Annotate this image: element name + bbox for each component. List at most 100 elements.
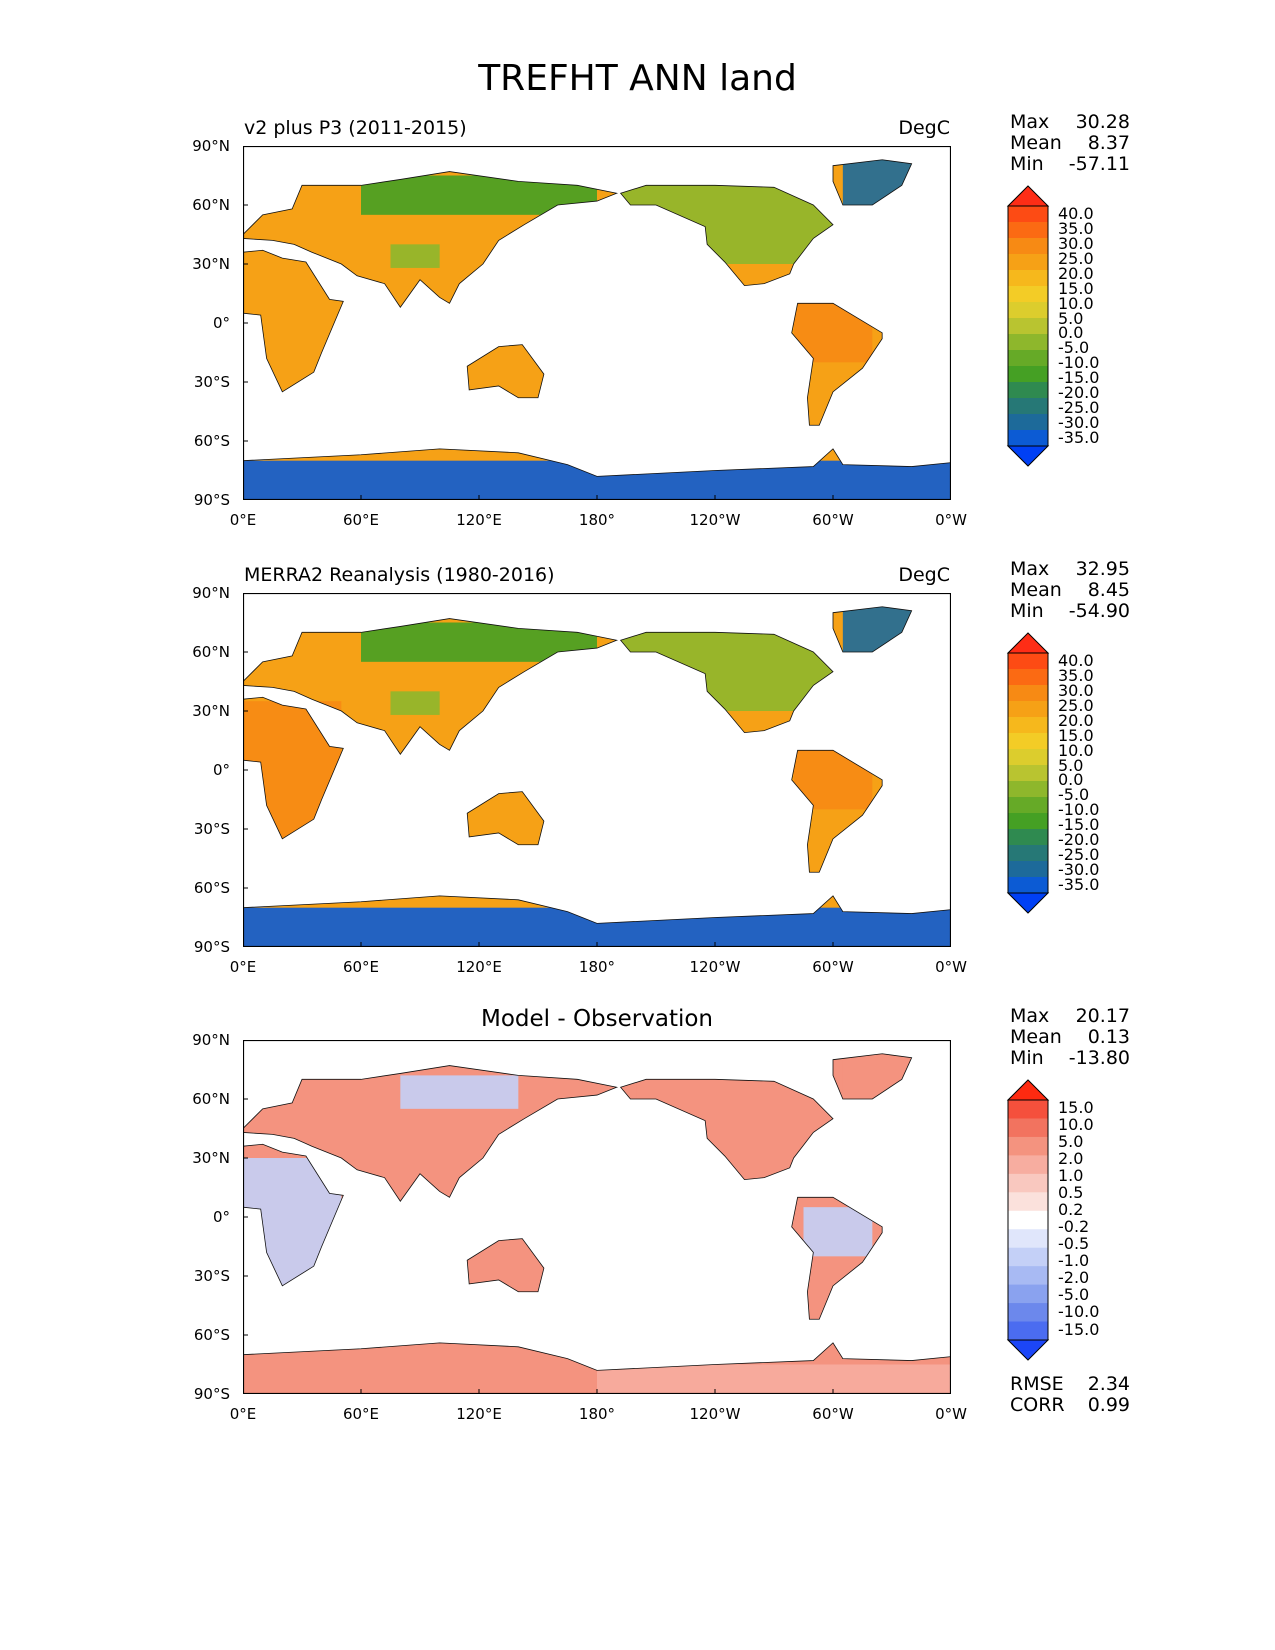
colorbar-tick-label: 5.0 bbox=[1058, 1132, 1084, 1152]
coastline bbox=[243, 1143, 344, 1287]
stat-max-label: Max bbox=[1010, 111, 1050, 133]
colorbar-segment bbox=[1008, 1210, 1048, 1230]
stat-min-value: -54.90 bbox=[1068, 600, 1130, 622]
region-africa bbox=[243, 254, 342, 392]
x-tick-label: 120°E bbox=[456, 1405, 502, 1423]
colorbar-segment bbox=[1008, 781, 1048, 798]
colorbar-segment bbox=[1008, 1229, 1048, 1249]
colorbar-segment bbox=[1008, 334, 1048, 351]
panel-title: MERRA2 Reanalysis (1980-2016) bbox=[244, 564, 555, 586]
colorbar-frame bbox=[1007, 1099, 1049, 1341]
y-tick-label: 0° bbox=[212, 761, 230, 779]
colorbar-tick-label: -5.0 bbox=[1058, 785, 1090, 805]
corr-label: CORR bbox=[1010, 1394, 1065, 1416]
colorbar-segment bbox=[1008, 765, 1048, 782]
region-antarctica-west bbox=[597, 1364, 951, 1394]
land-field bbox=[243, 606, 951, 947]
y-tick-label: 60°N bbox=[192, 643, 230, 661]
stat-mean-label: Mean bbox=[1010, 132, 1062, 154]
stat-min-label: Min bbox=[1010, 1047, 1044, 1069]
rmse-value: 2.34 bbox=[1087, 1373, 1130, 1395]
colorbar-tick-label: -25.0 bbox=[1058, 845, 1100, 865]
colorbar-segment bbox=[1008, 222, 1048, 239]
coastline bbox=[466, 1238, 545, 1293]
coastline bbox=[243, 448, 951, 500]
colorbar-extend-min bbox=[1006, 1339, 1050, 1361]
x-tick-label: 120°W bbox=[689, 1405, 741, 1423]
x-tick-label: 180° bbox=[578, 958, 616, 976]
colorbar-segment bbox=[1008, 877, 1048, 894]
y-tick-label: 90°S bbox=[193, 938, 230, 956]
x-tick-label: 180° bbox=[578, 511, 616, 529]
colorbar-tick-label: -10.0 bbox=[1058, 1302, 1100, 1322]
y-tick-label: 30°S bbox=[193, 373, 230, 391]
colorbar-extend-max bbox=[1006, 185, 1050, 207]
coastline bbox=[791, 1196, 883, 1320]
colorbar-segment bbox=[1008, 1118, 1048, 1138]
x-tick-label: 0°W bbox=[935, 511, 967, 529]
x-tick-label: 60°E bbox=[342, 1405, 380, 1423]
colorbar-tick-label: 35.0 bbox=[1058, 218, 1094, 238]
y-tick-label: 30°S bbox=[193, 820, 230, 838]
colorbar-tick-label: -2.0 bbox=[1058, 1268, 1090, 1288]
colorbar-segment bbox=[1008, 1192, 1048, 1212]
rmse-label: RMSE bbox=[1010, 1373, 1064, 1395]
stat-mean-value: 0.13 bbox=[1087, 1026, 1130, 1048]
y-tick-label: 60°S bbox=[193, 432, 230, 450]
colorbar-tick-label: -35.0 bbox=[1058, 428, 1100, 447]
stat-min-label: Min bbox=[1010, 153, 1044, 175]
region-eurasia-west bbox=[243, 1079, 361, 1129]
colorbar-tick-label: 5.0 bbox=[1058, 308, 1084, 328]
coastline bbox=[243, 696, 344, 840]
colorbar-tick-label: -20.0 bbox=[1058, 830, 1100, 850]
corr-value: 0.99 bbox=[1087, 1394, 1130, 1416]
colorbar-segment bbox=[1008, 1321, 1048, 1341]
colorbar-tick-label: 20.0 bbox=[1058, 263, 1094, 283]
colorbar-segment bbox=[1008, 829, 1048, 846]
colorbar-tick-label: -15.0 bbox=[1058, 368, 1100, 388]
stat-max-value: 30.28 bbox=[1075, 111, 1130, 133]
region-greenland bbox=[842, 159, 912, 205]
colorbar-extend-min bbox=[1006, 445, 1050, 467]
land-field bbox=[243, 1053, 951, 1394]
y-tick-label: 0° bbox=[212, 1208, 230, 1226]
coastline bbox=[243, 618, 619, 755]
y-tick-label: 60°N bbox=[192, 1090, 230, 1108]
y-tick-label: 60°S bbox=[193, 1326, 230, 1344]
colorbar-tick-label: -15.0 bbox=[1058, 1319, 1100, 1339]
y-tick-label: 90°N bbox=[192, 584, 230, 602]
y-tick-label: 0° bbox=[212, 314, 230, 332]
region-australia bbox=[469, 793, 548, 849]
colorbar-tick-label: 20.0 bbox=[1058, 710, 1094, 730]
colorbar-tick-label: -10.0 bbox=[1058, 800, 1100, 820]
colorbar-segment bbox=[1008, 733, 1048, 750]
colorbar-segment bbox=[1008, 749, 1048, 766]
colorbar-segment bbox=[1008, 270, 1048, 287]
stat-min-value: -13.80 bbox=[1068, 1047, 1130, 1069]
colorbar-tick-label: -15.0 bbox=[1058, 815, 1100, 835]
colorbar-extend-max bbox=[1006, 632, 1050, 654]
y-tick-label: 90°N bbox=[192, 1031, 230, 1049]
colorbar-segment bbox=[1008, 238, 1048, 255]
colorbar bbox=[1006, 632, 1050, 914]
colorbar-tick-label: -20.0 bbox=[1058, 383, 1100, 403]
colorbar-segment bbox=[1008, 861, 1048, 878]
coastline bbox=[619, 184, 834, 287]
map-plot bbox=[243, 593, 951, 947]
x-tick-label: 0°W bbox=[935, 958, 967, 976]
colorbar-tick-label: 0.5 bbox=[1058, 1183, 1084, 1203]
region-antarctica-east bbox=[361, 1354, 597, 1394]
colorbar-tick-label: 30.0 bbox=[1058, 233, 1094, 253]
colorbar-segment bbox=[1008, 1100, 1048, 1119]
colorbar-tick-label: -30.0 bbox=[1058, 413, 1100, 433]
colorbar-segment bbox=[1008, 685, 1048, 702]
colorbar-segment bbox=[1008, 1136, 1048, 1156]
stat-min-label: Min bbox=[1010, 600, 1044, 622]
colorbar-segment bbox=[1008, 286, 1048, 303]
x-tick-label: 0°E bbox=[229, 958, 257, 976]
x-tick-label: 60°W bbox=[812, 1405, 854, 1423]
colorbar-extend-max bbox=[1006, 1079, 1050, 1101]
colorbar-tick-label: -5.0 bbox=[1058, 1285, 1090, 1305]
map-plot bbox=[243, 146, 951, 500]
x-tick-label: 120°E bbox=[456, 958, 502, 976]
